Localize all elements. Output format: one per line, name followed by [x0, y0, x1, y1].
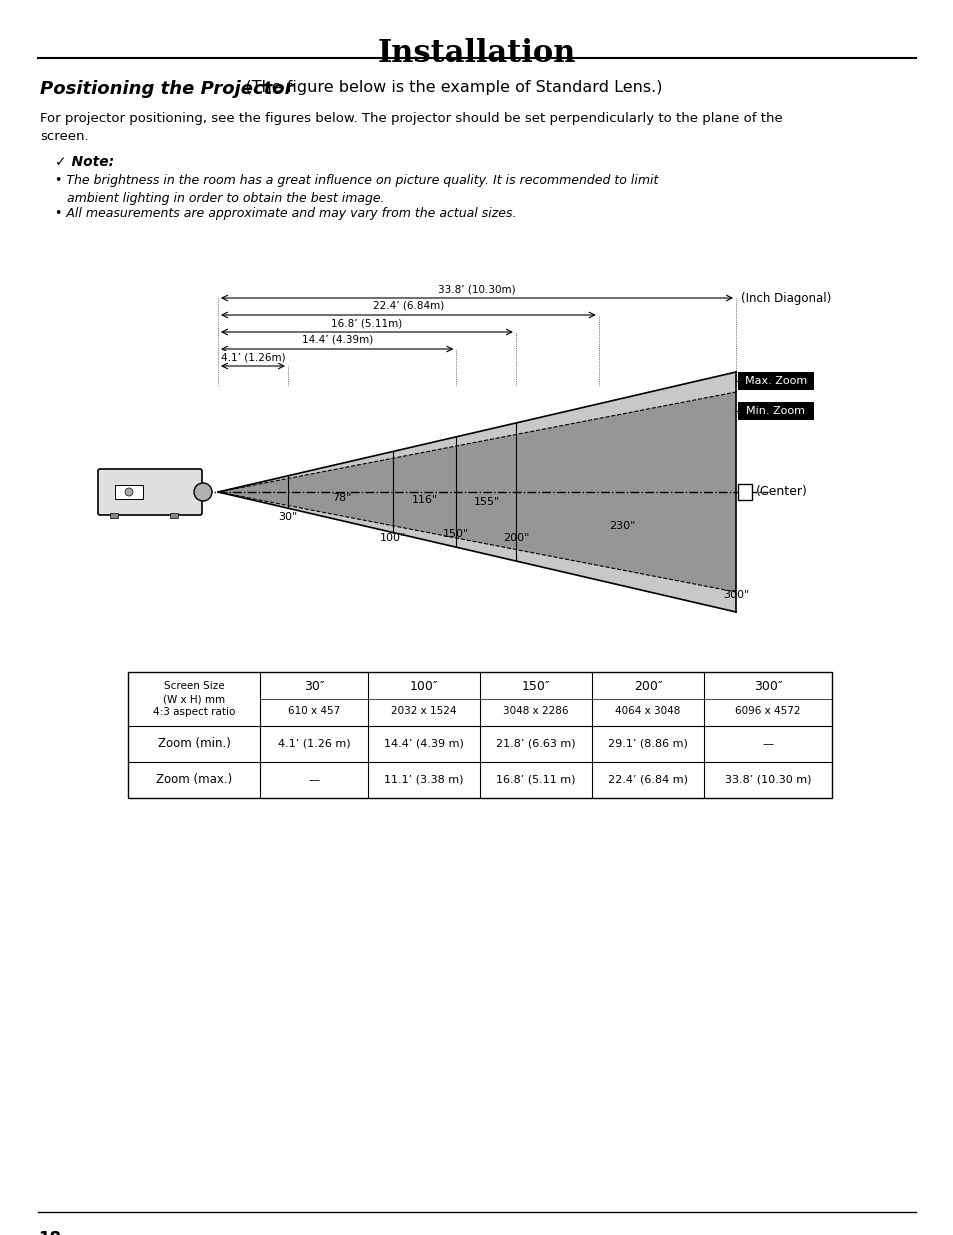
Text: Min. Zoom: Min. Zoom [745, 406, 804, 416]
Bar [738, 403, 813, 420]
Text: 150": 150" [443, 530, 469, 540]
Text: 6096 x 4572: 6096 x 4572 [735, 706, 800, 716]
Text: 116": 116" [412, 495, 437, 505]
Polygon shape [218, 372, 735, 492]
Text: —: — [761, 739, 773, 748]
Text: 150″: 150″ [521, 680, 550, 693]
Text: 33.8’ (10.30 m): 33.8’ (10.30 m) [724, 776, 810, 785]
Bar [738, 372, 813, 390]
Bar [115, 485, 143, 499]
Text: 21.8’ (6.63 m): 21.8’ (6.63 m) [496, 739, 576, 748]
Text: 14.4’ (4.39 m): 14.4’ (4.39 m) [384, 739, 463, 748]
Text: 230": 230" [608, 521, 635, 531]
Text: • All measurements are approximate and may vary from the actual sizes.: • All measurements are approximate and m… [55, 207, 516, 220]
Text: 155": 155" [474, 496, 500, 506]
Text: • The brightness in the room has a great influence on picture quality. It is rec: • The brightness in the room has a great… [55, 174, 658, 205]
Text: (Center): (Center) [755, 485, 807, 499]
Text: 22.4’ (6.84 m): 22.4’ (6.84 m) [607, 776, 687, 785]
Text: For projector positioning, see the figures below. The projector should be set pe: For projector positioning, see the figur… [40, 112, 781, 143]
Text: 30″: 30″ [303, 680, 324, 693]
Text: 78": 78" [333, 493, 352, 503]
Text: 200″: 200″ [633, 680, 661, 693]
Text: (Inch Diagonal): (Inch Diagonal) [740, 291, 830, 305]
Text: 100″: 100″ [410, 680, 437, 693]
Text: 22.4’ (6.84m): 22.4’ (6.84m) [373, 301, 443, 311]
Circle shape [125, 488, 132, 496]
Bar [110, 513, 118, 517]
Text: 4064 x 3048: 4064 x 3048 [615, 706, 680, 716]
Text: Screen Size
(W x H) mm
4:3 aspect ratio: Screen Size (W x H) mm 4:3 aspect ratio [152, 680, 235, 718]
Text: 30": 30" [278, 513, 297, 522]
Text: 2032 x 1524: 2032 x 1524 [391, 706, 456, 716]
Text: Zoom (max.): Zoom (max.) [155, 773, 232, 787]
Text: 29.1’ (8.86 m): 29.1’ (8.86 m) [607, 739, 687, 748]
Text: 33.8’ (10.30m): 33.8’ (10.30m) [437, 284, 516, 294]
Text: (The figure below is the example of Standard Lens.): (The figure below is the example of Stan… [230, 80, 661, 95]
Text: 3048 x 2286: 3048 x 2286 [503, 706, 568, 716]
Polygon shape [218, 372, 735, 613]
Text: 18: 18 [38, 1230, 61, 1235]
Text: 100": 100" [379, 532, 406, 542]
Circle shape [193, 483, 212, 501]
Text: 610 x 457: 610 x 457 [288, 706, 340, 716]
Text: 4.1’ (1.26m): 4.1’ (1.26m) [220, 352, 285, 362]
Text: ✓ Note:: ✓ Note: [55, 156, 114, 169]
Text: Positioning the Projector: Positioning the Projector [40, 80, 294, 98]
Polygon shape [218, 492, 735, 613]
Text: —: — [308, 776, 319, 785]
Text: 4.1’ (1.26 m): 4.1’ (1.26 m) [277, 739, 350, 748]
Text: Max. Zoom: Max. Zoom [744, 375, 806, 387]
Text: 200": 200" [502, 534, 529, 543]
Text: Installation: Installation [377, 38, 576, 69]
Bar [738, 484, 751, 500]
Bar [128, 672, 831, 798]
Text: 300": 300" [722, 590, 748, 600]
Text: 16.8’ (5.11m): 16.8’ (5.11m) [331, 317, 402, 329]
Text: 300″: 300″ [753, 680, 781, 693]
Text: 16.8’ (5.11 m): 16.8’ (5.11 m) [496, 776, 576, 785]
Bar [170, 513, 178, 517]
FancyBboxPatch shape [98, 469, 202, 515]
Text: Zoom (min.): Zoom (min.) [157, 737, 231, 751]
Text: 11.1’ (3.38 m): 11.1’ (3.38 m) [384, 776, 463, 785]
Text: 14.4’ (4.39m): 14.4’ (4.39m) [301, 335, 373, 345]
